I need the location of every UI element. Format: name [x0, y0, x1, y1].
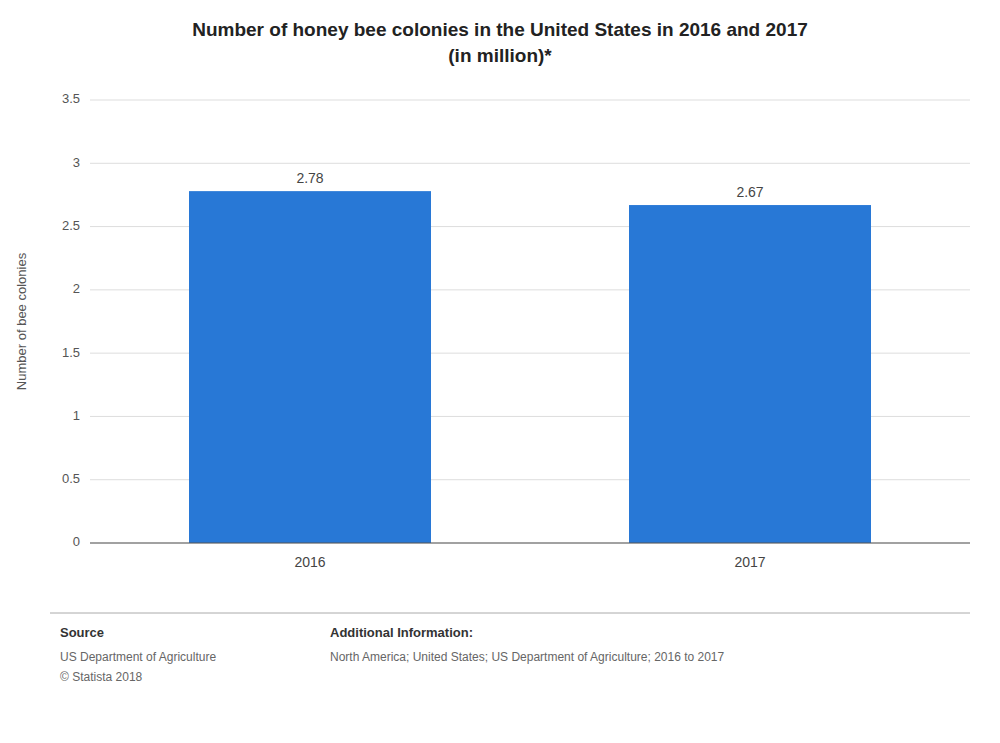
annotation: © Statista 2018 [60, 670, 143, 684]
y-tick-label: 0.5 [62, 471, 80, 486]
title-line: Number of honey bee colonies in the Unit… [192, 19, 808, 40]
grid-line [90, 543, 970, 544]
bars [189, 191, 871, 543]
data-label: 2.78 [296, 170, 323, 186]
y-tick-label: 1.5 [62, 345, 80, 360]
annotation: Additional Information: [330, 625, 473, 640]
y-tick-label: 2.5 [62, 218, 80, 233]
annotation: Source [60, 625, 104, 640]
annotation: North America; United States; US Departm… [330, 650, 725, 664]
chart-svg: Number of honey bee colonies in the Unit… [0, 0, 1000, 743]
y-axis-label: Number of bee colonies [14, 252, 29, 390]
y-tick-label: 2 [73, 281, 80, 296]
chart-container: Number of honey bee colonies in the Unit… [0, 0, 1000, 743]
y-tick-label: 1 [73, 408, 80, 423]
y-axis: 0 0.5 1 1.5 2 2.5 3 3.5 [62, 91, 970, 549]
footer-separator [50, 613, 970, 614]
annotation: US Department of Agriculture [60, 650, 216, 664]
labels: 2.78 2016 2.67 2017 [294, 170, 765, 570]
x-tick-label: 2016 [294, 554, 325, 570]
title: Number of honey bee colonies in the Unit… [192, 19, 808, 66]
x-tick-label: 2017 [734, 554, 765, 570]
x-axis-line [90, 543, 970, 544]
data-label: 2.67 [736, 184, 763, 200]
grid-line [90, 100, 970, 101]
y-tick-label: 3 [73, 155, 80, 170]
bar [629, 205, 871, 543]
y-tick-label: 3.5 [62, 91, 80, 106]
title-line: (in million)* [448, 45, 552, 66]
grid-line [90, 163, 970, 164]
bar [189, 191, 431, 543]
y-tick-label: 0 [73, 534, 80, 549]
page: {"chart_data": {"type": "bar", "title": … [0, 0, 1000, 743]
